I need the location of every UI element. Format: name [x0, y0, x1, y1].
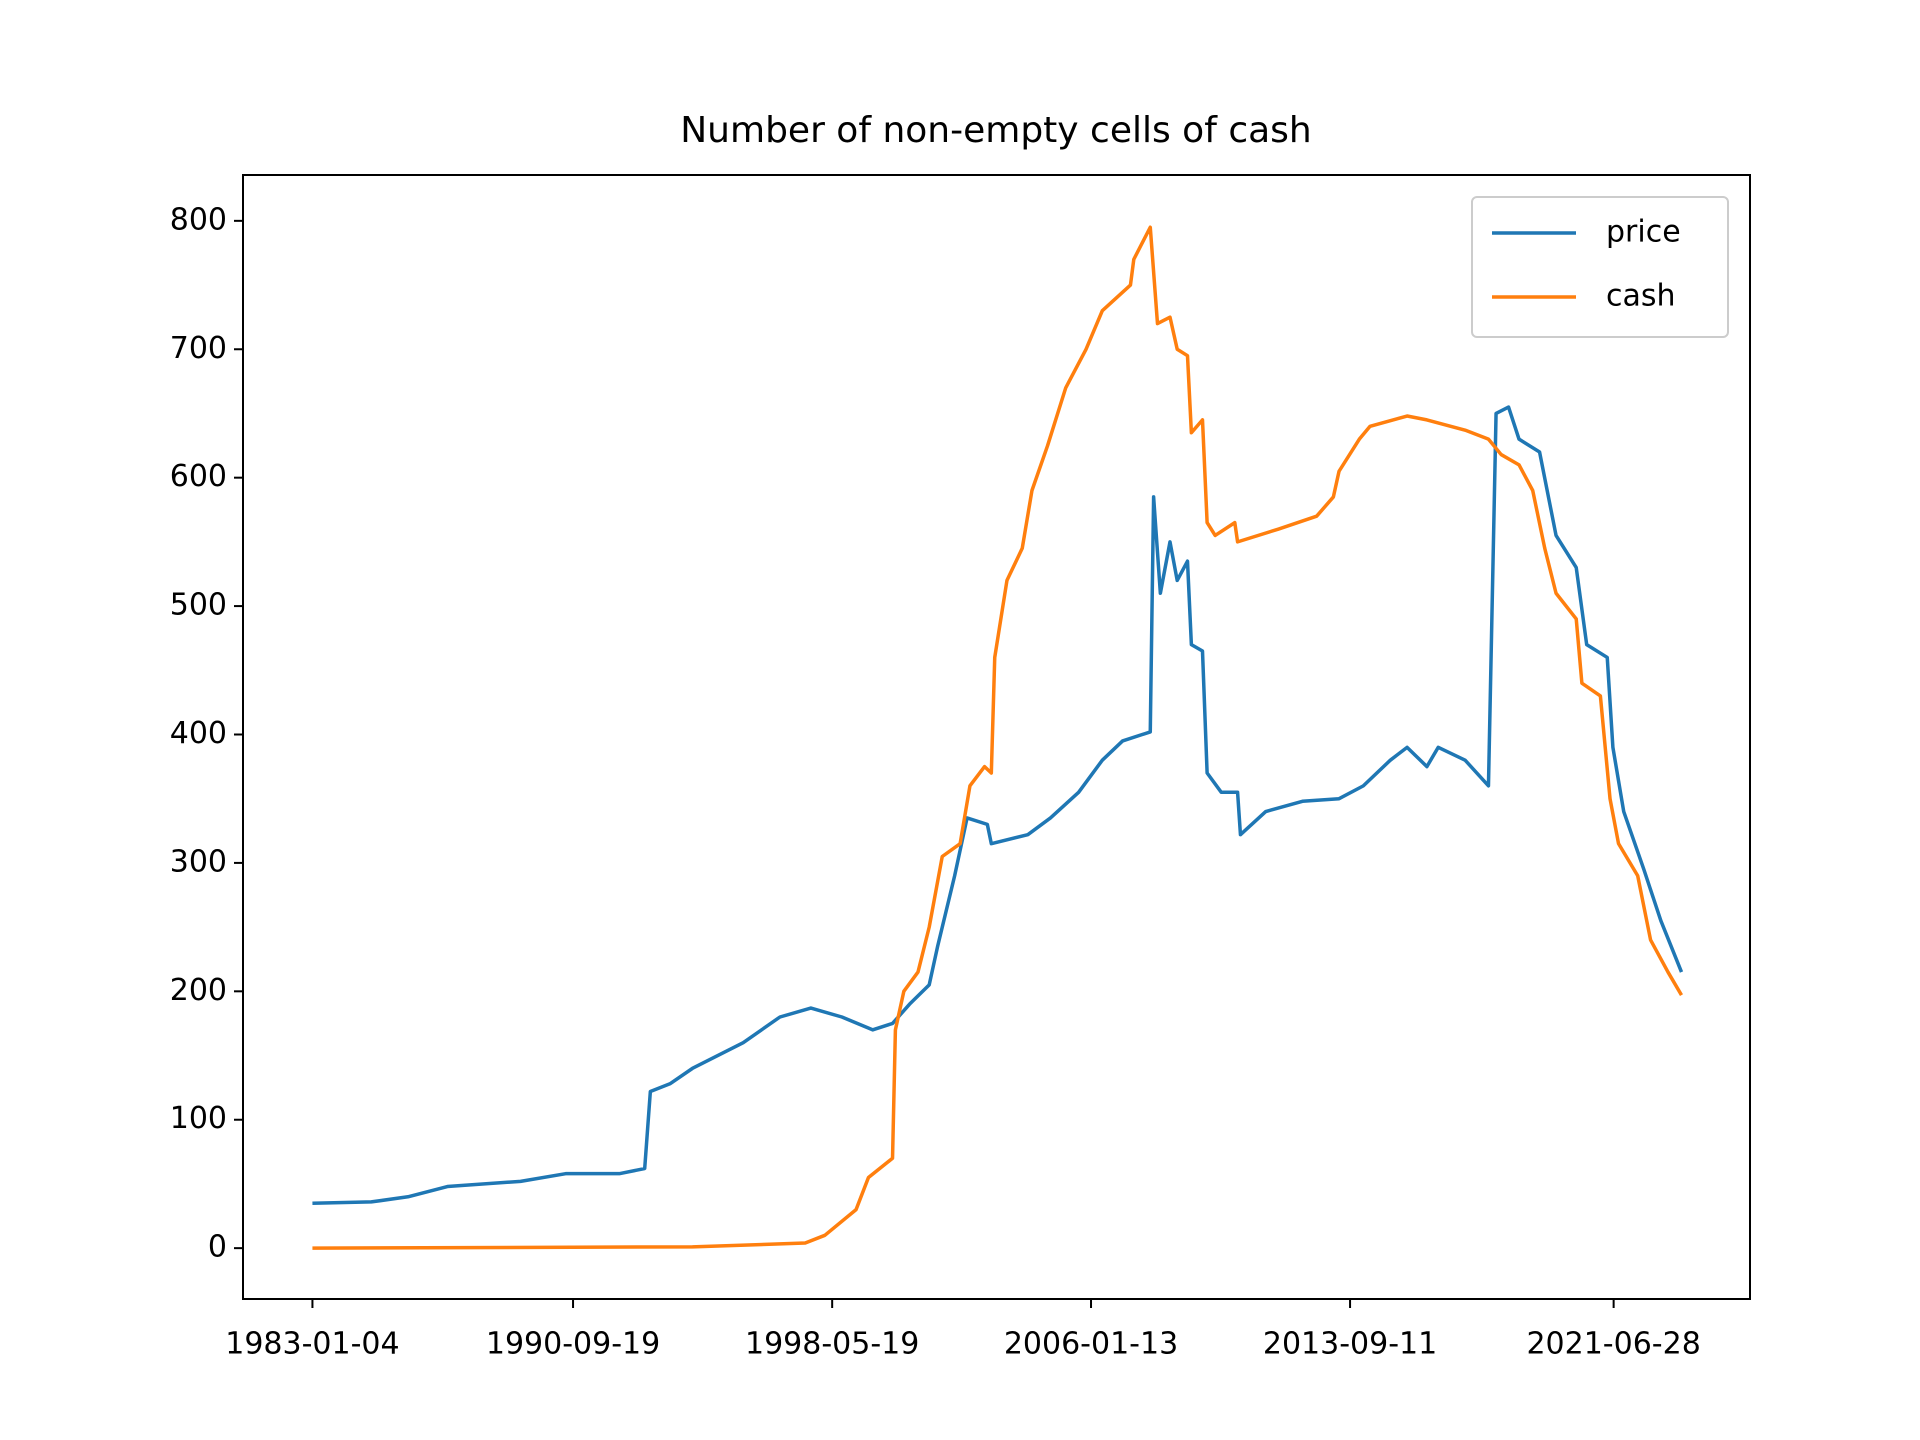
series-line [312, 405, 1684, 1205]
x-tick-label: 2006-01-13 [1004, 1327, 1178, 1362]
y-tick-label: 700 [170, 331, 227, 366]
y-tick-label: 600 [170, 459, 227, 494]
x-tick-label: 1990-09-19 [486, 1327, 660, 1362]
x-tick-label: 2021-06-28 [1526, 1327, 1700, 1362]
y-tick-label: 400 [170, 716, 227, 751]
plot-area [312, 225, 1684, 1250]
x-tick-label: 2013-09-11 [1263, 1327, 1437, 1362]
axes-frame [242, 174, 1751, 1300]
series-line [312, 225, 1684, 1250]
y-tick-label: 100 [170, 1101, 227, 1136]
y-tick-label: 800 [170, 202, 227, 237]
chart-title: Number of non-empty cells of cash [680, 110, 1312, 151]
y-tick-label: 300 [170, 844, 227, 879]
y-tick-label: 0 [208, 1230, 227, 1265]
y-tick-label: 200 [170, 973, 227, 1008]
x-tick-label: 1998-05-19 [745, 1327, 919, 1362]
legend-label: price [1606, 215, 1681, 250]
legend-label: cash [1606, 279, 1676, 314]
y-tick-label: 500 [170, 588, 227, 623]
legend-box [1471, 196, 1729, 338]
x-tick-label: 1983-01-04 [225, 1327, 399, 1362]
